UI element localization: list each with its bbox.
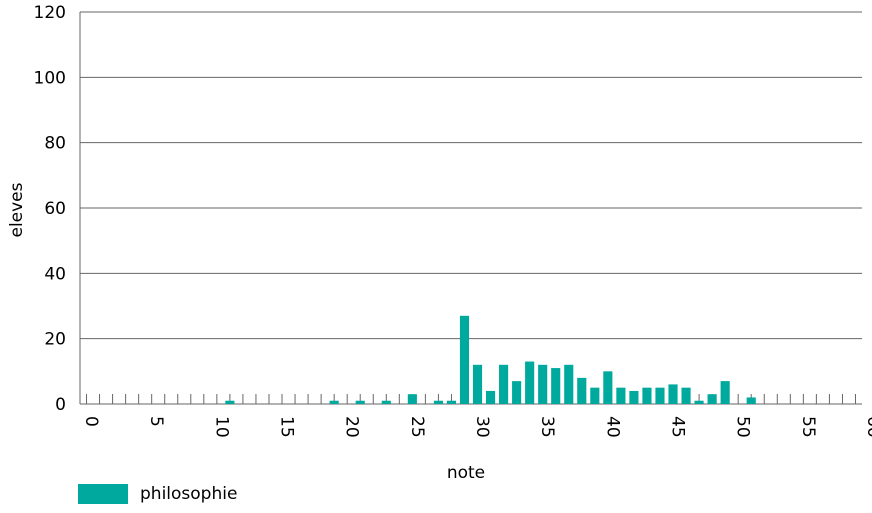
bar-note-42 (629, 390, 639, 404)
x-tick-label: 30 (472, 416, 492, 438)
bar-note-21 (355, 400, 365, 404)
bar-note-23 (381, 400, 391, 404)
x-tick-label: 10 (211, 416, 231, 438)
legend-label: philosophie (140, 484, 238, 504)
bar-note-45 (668, 384, 678, 404)
x-tick-label: 40 (602, 416, 622, 438)
x-tick-label: 25 (407, 416, 427, 438)
y-tick-label: 100 (34, 68, 66, 88)
y-tick-label: 60 (44, 199, 66, 219)
bar-note-46 (681, 387, 691, 404)
legend: philosophie (78, 484, 237, 504)
bar-note-43 (642, 387, 652, 404)
bar-note-30 (472, 364, 483, 404)
y-tick-label: 40 (44, 264, 66, 284)
legend-swatch (78, 484, 128, 504)
bars (225, 315, 756, 404)
bar-note-28 (446, 400, 457, 404)
bar-note-44 (655, 387, 665, 404)
bar-note-47 (694, 400, 704, 404)
x-tick-label: 15 (277, 416, 297, 438)
bar-note-31 (485, 390, 496, 404)
bar-note-29 (459, 315, 470, 404)
bar-note-32 (499, 364, 509, 404)
bar-note-38 (577, 377, 587, 404)
grid-lines (79, 11, 862, 405)
bar-note-41 (616, 387, 626, 404)
x-tick-label: 55 (798, 416, 818, 438)
x-tick-label: 5 (146, 416, 166, 427)
bar-note-40 (603, 371, 613, 404)
x-tick-label: 20 (342, 416, 362, 438)
bar-note-51 (746, 397, 756, 404)
bar-note-48 (707, 394, 717, 404)
y-tick-labels: 0 20 40 60 80 100 120 (34, 3, 66, 415)
bar-note-36 (551, 368, 561, 404)
x-tick-label: 35 (537, 416, 557, 438)
bar-note-35 (538, 364, 548, 404)
bar-note-49 (720, 381, 730, 404)
bar-note-34 (525, 361, 535, 404)
y-axis-title: eleves (7, 182, 27, 237)
x-tick-label: 50 (733, 416, 753, 438)
y-tick-label: 120 (34, 3, 66, 23)
x-axis-title: note (447, 463, 485, 483)
y-tick-label: 80 (44, 134, 66, 154)
bar-note-25 (407, 394, 417, 404)
bar-note-19 (329, 400, 339, 404)
bar-note-39 (590, 387, 600, 404)
bar-note-11 (225, 400, 235, 404)
x-tick-label: 60 (863, 416, 872, 438)
x-tick-labels: 0 5 10 15 20 25 30 35 40 45 50 55 60 (81, 416, 872, 438)
bar-note-33 (512, 381, 522, 404)
bar-note-37 (564, 364, 574, 404)
y-tick-label: 20 (44, 330, 66, 350)
bar-note-27 (433, 400, 443, 404)
x-tick-label: 45 (668, 416, 688, 438)
y-tick-label: 0 (55, 395, 66, 415)
x-tick-label: 0 (81, 416, 101, 427)
